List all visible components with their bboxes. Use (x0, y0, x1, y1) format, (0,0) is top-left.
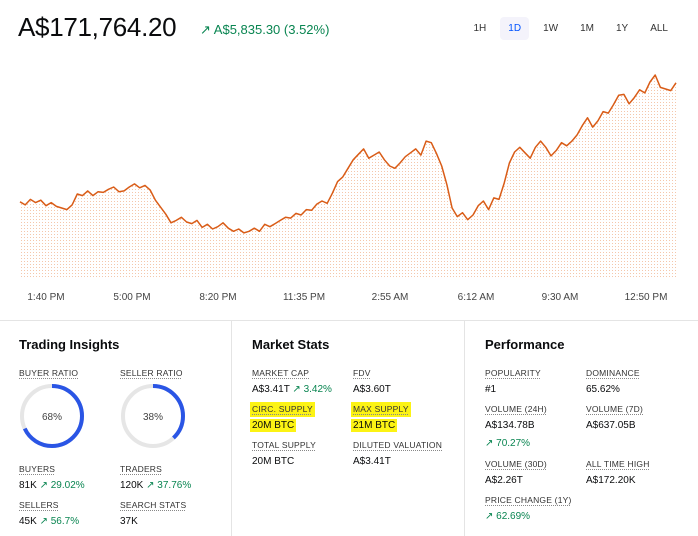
circ-supply-label[interactable]: CIRC. SUPPLY (250, 402, 315, 417)
total-supply-label[interactable]: TOTAL SUPPLY (252, 440, 316, 450)
buyers-stat: BUYERS 81K ↗ 29.02% (19, 459, 85, 492)
total-supply-stat: TOTAL SUPPLY 20M BTC (252, 435, 316, 468)
price-change-1y-label[interactable]: PRICE CHANGE (1Y) (485, 495, 572, 505)
range-1d-button[interactable]: 1D (500, 17, 530, 40)
fdv-label[interactable]: FDV (353, 368, 371, 378)
volume-7d-stat: VOLUME (7D) A$637.05B (586, 399, 643, 432)
fdv-value: A$3.60T (353, 384, 391, 395)
range-all-button[interactable]: ALL (650, 23, 668, 34)
seller-ratio-value: 38% (143, 412, 163, 423)
price-change-1y-stat: PRICE CHANGE (1Y) ↗ 62.69% (485, 490, 572, 523)
buyers-label[interactable]: BUYERS (19, 464, 56, 474)
all-time-high-value: A$172.20K (586, 475, 636, 486)
dominance-value: 65.62% (586, 384, 620, 395)
range-1y-button[interactable]: 1Y (615, 23, 629, 34)
x-axis-tick-label: 6:12 AM (458, 292, 495, 303)
popularity-value: #1 (485, 384, 497, 395)
price-chart[interactable]: 1:40 PM 5:00 PM 8:20 PM 11:35 PM 2:55 AM 6:12… (0, 60, 698, 310)
fdv-stat: FDV A$3.60T (353, 363, 391, 396)
market-cap-stat: MARKET CAP A$3.41T ↗ 3.42% (252, 363, 332, 396)
diluted-valuation-stat: DILUTED VALUATION A$3.41T (353, 435, 442, 468)
sellers-label[interactable]: SELLERS (19, 500, 59, 510)
search-stats-value: 37K (120, 516, 138, 527)
popularity-stat: POPULARITY #1 (485, 363, 541, 396)
market-cap-label[interactable]: MARKET CAP (252, 368, 310, 378)
circ-supply-stat: CIRC. SUPPLY 20M BTC (250, 399, 315, 432)
buyers-change: ↗ 29.02% (39, 480, 85, 491)
circ-supply-value: 20M BTC (250, 419, 297, 432)
max-supply-label[interactable]: MAX SUPPLY (351, 402, 411, 417)
search-stat: SEARCH STATS 37K (120, 495, 186, 528)
seller-ratio-ring: 38% (121, 384, 185, 448)
volume-30d-label[interactable]: VOLUME (30D) (485, 459, 547, 469)
traders-value: 120K (120, 480, 144, 491)
diluted-valuation-label[interactable]: DILUTED VALUATION (353, 440, 443, 450)
x-axis-tick-label: 12:50 PM (625, 292, 668, 303)
market-cap-value: A$3.41T (252, 384, 290, 395)
dominance-label[interactable]: DOMINANCE (586, 368, 640, 378)
buyer-ratio-value: 68% (42, 412, 62, 423)
total-supply-value: 20M BTC (252, 456, 295, 467)
sellers-stat: SELLERS 45K ↗ 56.7% (19, 495, 79, 528)
volume-24h-value: A$134.78B (485, 420, 535, 431)
traders-label[interactable]: TRADERS (120, 464, 163, 474)
popularity-label[interactable]: POPULARITY (485, 368, 541, 378)
price-change-1y-value: ↗ 62.69% (485, 511, 531, 522)
x-axis-tick-label: 11:35 PM (283, 292, 325, 303)
trading-insights-title: Trading Insights (19, 337, 120, 352)
all-time-high-label[interactable]: ALL TIME HIGH (586, 459, 650, 469)
current-price: A$171,764.20 (18, 12, 177, 42)
x-axis-tick-label: 9:30 AM (542, 292, 579, 303)
market-stats-title: Market Stats (252, 337, 330, 352)
range-1h-button[interactable]: 1H (473, 23, 487, 34)
volume-7d-label[interactable]: VOLUME (7D) (586, 404, 643, 414)
volume-24h-stat: VOLUME (24H) A$134.78B ↗ 70.27% (485, 399, 547, 450)
buyer-ratio-ring: 68% (20, 384, 84, 448)
volume-30d-stat: VOLUME (30D) A$2.26T (485, 454, 547, 487)
seller-ratio-label[interactable]: SELLER RATIO (120, 368, 183, 378)
x-axis-tick-label: 1:40 PM (27, 292, 64, 303)
volume-24h-change: ↗ 70.27% (485, 438, 531, 449)
range-1w-button[interactable]: 1W (543, 23, 559, 34)
column-divider (231, 320, 232, 536)
column-divider (464, 320, 465, 536)
x-axis-tick-label: 5:00 PM (113, 292, 150, 303)
traders-stat: TRADERS 120K ↗ 37.76% (120, 459, 191, 492)
price-change: ↗ A$5,835.30 (3.52%) (200, 22, 330, 37)
buyer-ratio-label[interactable]: BUYER RATIO (19, 368, 79, 378)
max-supply-value: 21M BTC (351, 419, 398, 432)
buyers-value: 81K (19, 480, 37, 491)
x-axis-tick-label: 2:55 AM (372, 292, 409, 303)
max-supply-stat: MAX SUPPLY 21M BTC (351, 399, 411, 432)
market-cap-change: ↗ 3.42% (292, 384, 332, 395)
diluted-valuation-value: A$3.41T (353, 456, 391, 467)
volume-30d-value: A$2.26T (485, 475, 523, 486)
volume-24h-label[interactable]: VOLUME (24H) (485, 404, 547, 414)
time-range-selector: 1H 1D 1W 1M 1Y ALL (465, 17, 676, 40)
all-time-high-stat: ALL TIME HIGH A$172.20K (586, 454, 650, 487)
dominance-stat: DOMINANCE 65.62% (586, 363, 640, 396)
volume-7d-value: A$637.05B (586, 420, 636, 431)
search-stats-label[interactable]: SEARCH STATS (120, 500, 187, 510)
performance-title: Performance (485, 337, 565, 352)
traders-change: ↗ 37.76% (146, 480, 192, 491)
x-axis-tick-label: 8:20 PM (199, 292, 236, 303)
price-line (19, 74, 677, 234)
sellers-change: ↗ 56.7% (39, 516, 80, 527)
price-area-fill (20, 75, 676, 278)
sellers-value: 45K (19, 516, 37, 527)
range-1m-button[interactable]: 1M (580, 23, 594, 34)
section-divider (0, 320, 698, 321)
